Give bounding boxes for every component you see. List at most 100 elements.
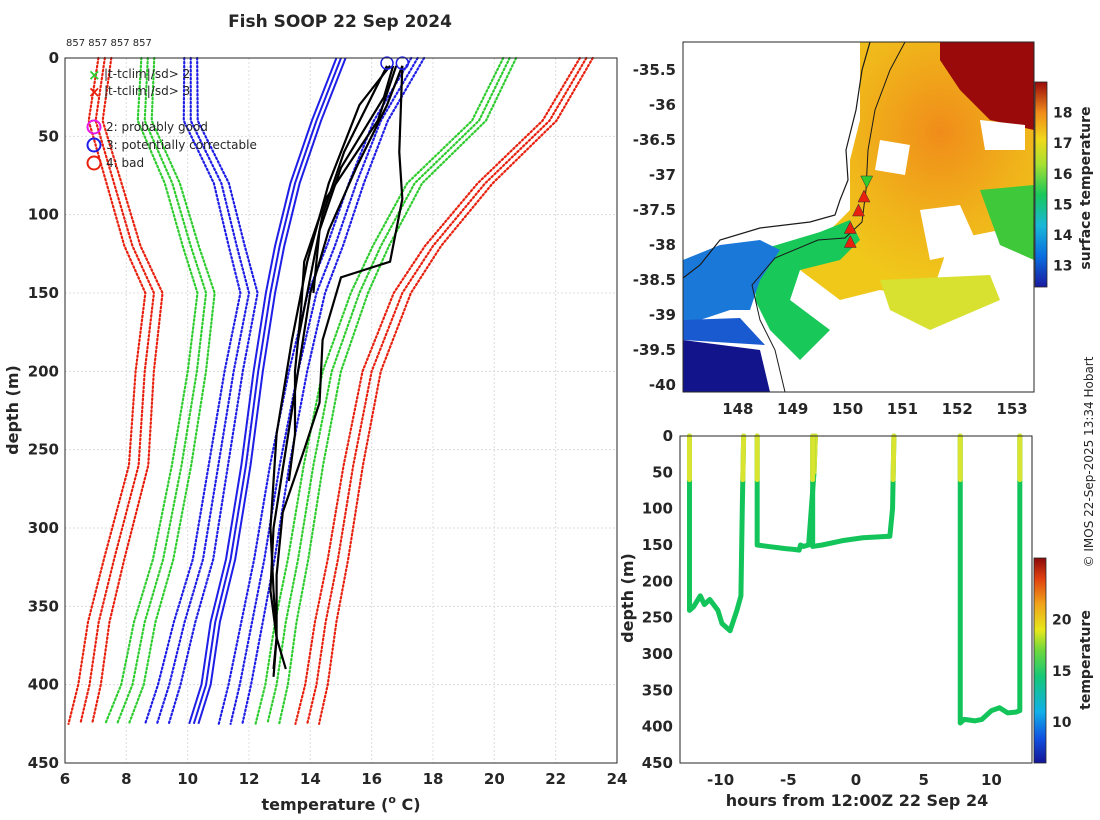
profile-xtick-label: 16 — [361, 770, 382, 788]
climatology-dotted-line — [67, 56, 147, 725]
legend-flag-3sd-marker: × — [88, 83, 101, 101]
sst-cool-blue — [683, 240, 780, 320]
depth-time-ytick-label: 300 — [642, 645, 673, 663]
profile-xlabel-end: C) — [396, 795, 421, 814]
legend-quality-3-marker — [86, 137, 102, 153]
profile-xtick-label: 8 — [121, 770, 131, 788]
depth-time-trace — [810, 433, 897, 549]
legend-flag-2sd-label: |t-tclim|/sd> 2 — [104, 67, 190, 81]
profile-ytick-label: 450 — [28, 754, 59, 772]
climatology-dotted-line — [155, 56, 251, 725]
depth-time-ytick-label: 350 — [642, 681, 673, 699]
profile-xtick-label: 6 — [60, 770, 70, 788]
climatology-dotted-line — [167, 56, 259, 725]
depth-time-ytick-label: 400 — [642, 718, 673, 736]
sst-cloud-gap-2 — [875, 140, 910, 175]
sst-colorbar-label: surface temperature — [1078, 106, 1094, 269]
figure-title: Fish SOOP 22 Sep 2024 — [228, 12, 452, 32]
map-lat-tick-label: -39.5 — [633, 341, 676, 359]
climatology-dotted-line — [144, 56, 242, 725]
sst-colorbar — [1034, 81, 1048, 288]
sst-colorbar-tick-label: 16 — [1053, 167, 1072, 183]
sst-mid-yellow — [880, 275, 1000, 330]
climatology-dotted-line — [317, 56, 594, 725]
ship-track-marker — [852, 203, 865, 217]
temperature-colorbar-tick-label: 10 — [1052, 715, 1072, 731]
depth-time-ytick-label: 150 — [642, 536, 673, 554]
legend-quality-2-label: 2: probably good — [106, 120, 208, 134]
depth-time-xtick-label: 5 — [918, 771, 928, 789]
climatology-dotted-line — [104, 56, 199, 725]
sst-cloud-gap-1 — [980, 120, 1025, 150]
profile-axes-box — [64, 57, 618, 764]
map-lat-tick-label: -36.5 — [633, 131, 676, 149]
profile-xtick-label: 24 — [607, 770, 628, 788]
profile-ytick-label: 350 — [28, 597, 59, 615]
map-lon-tick-label: 149 — [777, 400, 808, 418]
sst-hot-patch — [940, 42, 1034, 130]
profile-xlabel-main: temperature ( — [261, 795, 388, 814]
climatology-dotted-line — [229, 56, 419, 725]
climatology-dotted-line — [294, 56, 581, 725]
depth-time-xtick-label: -5 — [780, 771, 797, 789]
depth-time-xlabel: hours from 12:00Z 22 Sep 24 — [726, 791, 988, 810]
map-lat-tick-label: -36 — [649, 96, 676, 114]
sst-field — [683, 42, 1034, 392]
temperature-colorbar-tick-label: 15 — [1052, 664, 1071, 680]
sst-map: 148 149 150 151 152 153 -35.5 -36 -36.5 -37 -37.5 -… — [633, 41, 1094, 418]
profile-xtick-label: 14 — [300, 770, 321, 788]
depth-time-axes-box — [679, 435, 1033, 764]
temperature-colorbar-label: temperature — [1078, 610, 1094, 710]
profile-ytick-label: 250 — [28, 441, 59, 459]
ship-track-marker — [857, 189, 871, 203]
depth-time-xtick-label: -10 — [707, 771, 734, 789]
depth-time-xtick-label: 10 — [981, 771, 1002, 789]
profile-xtick-label: 20 — [484, 770, 505, 788]
coastline — [683, 42, 871, 279]
temperature-colorbar-tick-label: 20 — [1052, 613, 1072, 629]
depth-time-xtick-label: 0 — [851, 771, 861, 789]
climatology-dotted-line — [79, 56, 156, 725]
climatology-dotted-line — [266, 56, 511, 725]
temperature-profile-line — [296, 65, 388, 341]
profile-ytick-label: 400 — [28, 676, 59, 694]
map-lat-tick-label: -37.5 — [633, 201, 676, 219]
climatology-dotted-line — [217, 56, 413, 725]
climatology-dotted-line — [127, 56, 216, 725]
legend-quality-4-label: 4: bad — [106, 156, 144, 170]
depth-time-ytick-label: 450 — [642, 754, 673, 772]
sst-colorbar-tick-label: 15 — [1053, 197, 1072, 213]
climatology-dotted-line — [254, 56, 505, 725]
profile-xtick-label: 12 — [239, 770, 260, 788]
legend-flag-2sd-marker: × — [88, 66, 101, 84]
depth-time-ytick-label: 100 — [642, 500, 673, 518]
map-lat-tick-label: -38 — [649, 236, 676, 254]
profile-ytick-label: 50 — [38, 127, 59, 145]
sst-cold-blue — [683, 318, 765, 345]
ship-track-marker — [860, 175, 874, 189]
temperature-profile-line — [312, 65, 395, 294]
map-lat-tick-label: -40 — [649, 376, 676, 394]
profile-id-labels: 857 857 857 857 — [66, 38, 152, 49]
map-lat-tick-label: -37 — [649, 166, 676, 184]
temperature-profile-line — [269, 65, 404, 677]
sst-warm-region — [800, 42, 1034, 300]
climatology-dotted-line — [278, 56, 518, 725]
profile-xtick-label: 10 — [177, 770, 198, 788]
depth-time-trace — [957, 433, 1023, 726]
climatology-dotted-line — [116, 56, 208, 725]
legend-flag-3sd-label: |t-tclim|/sd> 3 — [104, 84, 190, 98]
map-lat-tick-label: -35.5 — [633, 61, 676, 79]
map-lon-tick-label: 151 — [887, 400, 918, 418]
surface-warm-segment — [890, 433, 897, 483]
sst-cloud-gap-3 — [920, 205, 980, 260]
profile-chart: 6 8 10 12 14 16 18 20 22 24 0 50 100 150 200 250 300 350 4… — [3, 49, 627, 814]
sst-colorbar-tick-label: 18 — [1053, 106, 1072, 122]
sst-colorbar-tick-label: 17 — [1053, 136, 1072, 152]
profile-legend: × |t-tclim|/sd> 2 × |t-tclim|/sd> 3 2: p… — [86, 66, 257, 171]
profile-ytick-label: 100 — [28, 206, 59, 224]
depth-time-ytick-label: 50 — [652, 463, 673, 481]
temperature-profile-line — [269, 65, 391, 670]
